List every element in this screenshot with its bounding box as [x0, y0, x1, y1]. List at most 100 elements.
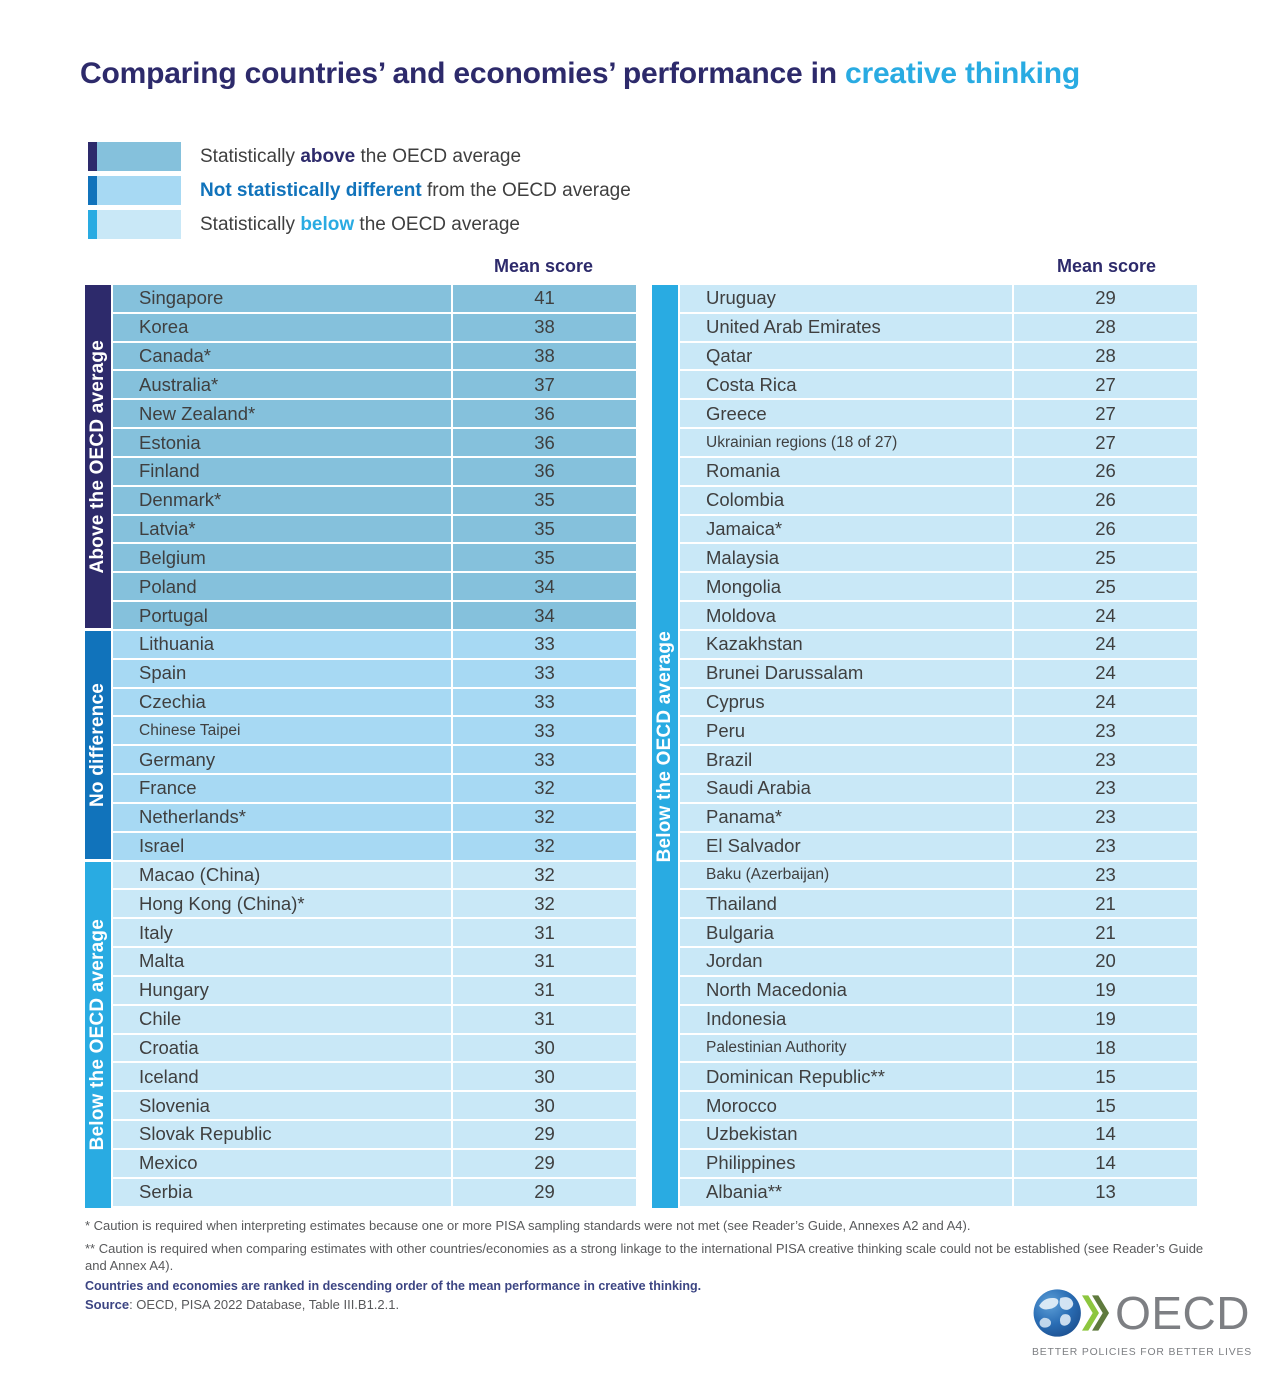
mean-score-value: 36 [453, 457, 636, 485]
mean-score-value: 25 [1014, 573, 1197, 601]
country-name: Saudi Arabia [680, 775, 1012, 802]
country-name: New Zealand* [113, 400, 451, 428]
table-row: Peru 23 [680, 717, 1197, 747]
mean-score-value: 24 [1014, 659, 1197, 687]
mean-score-value: 30 [453, 1063, 636, 1091]
mean-score-value: 32 [453, 775, 636, 802]
country-name: Croatia [113, 1034, 451, 1062]
mean-score-value: 28 [1014, 313, 1197, 341]
country-name: Albania** [680, 1178, 1012, 1206]
country-name: Thailand [680, 890, 1012, 918]
mean-score-value: 35 [453, 515, 636, 543]
mean-score-value: 29 [453, 1178, 636, 1206]
mean-score-value: 20 [1014, 948, 1197, 975]
section-label: Below the OECD average [654, 630, 675, 862]
mean-score-value: 32 [453, 832, 636, 860]
table-row: Ukrainian regions (18 of 27) 27 [680, 429, 1197, 458]
country-name: Italy [113, 919, 451, 947]
country-name: Costa Rica [680, 371, 1012, 399]
source-text: : OECD, PISA 2022 Database, Table III.B1… [129, 1297, 400, 1312]
mean-score-value: 27 [1014, 429, 1197, 456]
table-row: Lithuania 33 [113, 630, 636, 660]
mean-score-value: 26 [1014, 486, 1197, 514]
country-name: Philippines [680, 1149, 1012, 1177]
table-row: Canada* 38 [113, 342, 636, 372]
mean-score-value: 38 [453, 342, 636, 370]
table-section: Above the OECD average Singapore 41 Korea 38… [85, 285, 636, 631]
country-name: Jamaica* [680, 515, 1012, 543]
table-section: No difference Lithuania 33 Spain 33 Czechia 33… [85, 630, 636, 862]
country-name: Portugal [113, 602, 451, 629]
globe-icon [1033, 1289, 1081, 1337]
country-name: Serbia [113, 1178, 451, 1206]
mean-score-value: 36 [453, 400, 636, 428]
source-label: Source [85, 1297, 130, 1312]
mean-score-value: 33 [453, 717, 636, 745]
country-name: Singapore [113, 285, 451, 312]
table-row: Colombia 26 [680, 486, 1197, 516]
country-name: Mexico [113, 1149, 451, 1177]
mean-score-value: 26 [1014, 515, 1197, 543]
mean-score-value: 23 [1014, 861, 1197, 889]
mean-score-value: 33 [453, 688, 636, 716]
mean-score-value: 32 [453, 803, 636, 831]
mean-score-value: 19 [1014, 976, 1197, 1004]
mean-score-value: 18 [1014, 1034, 1197, 1062]
section-label: Below the OECD average [87, 918, 108, 1151]
table-row: Poland 34 [113, 573, 636, 603]
column-header-mean-score-left: Mean score [493, 256, 594, 276]
country-name: Macao (China) [113, 861, 451, 889]
country-name: Slovenia [113, 1092, 451, 1120]
table-row: El Salvador 23 [680, 832, 1197, 862]
country-name: Belgium [113, 544, 451, 572]
legend-label-bold: below [300, 213, 355, 235]
footnote-double-asterisk: ** Caution is required when comparing es… [85, 1241, 1204, 1273]
oecd-tagline: BETTER POLICIES FOR BETTER LIVES [1032, 1347, 1253, 1358]
mean-score-value: 26 [1014, 457, 1197, 485]
table-row: Saudi Arabia 23 [680, 775, 1197, 804]
table-row: New Zealand* 36 [113, 400, 636, 430]
table-row: Indonesia 19 [680, 1005, 1197, 1035]
table-row: Singapore 41 [113, 285, 636, 314]
mean-score-value: 30 [453, 1034, 636, 1062]
country-name: Mongolia [680, 573, 1012, 601]
table-row: Malta 31 [113, 948, 636, 977]
country-name: Hungary [113, 976, 451, 1004]
mean-score-value: 33 [453, 659, 636, 687]
mean-score-value: 41 [453, 285, 636, 312]
mean-score-value: 24 [1014, 630, 1197, 658]
mean-score-value: 32 [453, 890, 636, 918]
table-row: Serbia 29 [113, 1178, 636, 1208]
country-name: Malta [113, 948, 451, 975]
table-row: Mexico 29 [113, 1149, 636, 1179]
legend-tick-above [88, 142, 97, 171]
country-name: Poland [113, 573, 451, 601]
table-section: Below the OECD average Uruguay 29 United Ar… [652, 285, 1197, 1208]
section-rows: Macao (China) 32 Hong Kong (China)* 32 Italy… [113, 861, 636, 1208]
mean-score-value: 38 [453, 313, 636, 341]
table-row: Spain 33 [113, 659, 636, 689]
table-row: Chile 31 [113, 1005, 636, 1035]
table-row: Hungary 31 [113, 976, 636, 1006]
mean-score-value: 31 [453, 976, 636, 1004]
legend-label-above: Statistically above the OECD average [200, 146, 521, 168]
country-name: Slovak Republic [113, 1121, 451, 1148]
mean-score-value: 21 [1014, 919, 1197, 947]
table-row: Slovak Republic 29 [113, 1121, 636, 1150]
table-row: Kazakhstan 24 [680, 630, 1197, 660]
table-row: Israel 32 [113, 832, 636, 862]
table-row: Albania** 13 [680, 1178, 1197, 1208]
country-name: El Salvador [680, 832, 1012, 860]
legend-item-above: Statistically above the OECD average [88, 142, 631, 171]
section-label-bar: Below the OECD average [85, 861, 111, 1208]
section-rows: Lithuania 33 Spain 33 Czechia 33 Chinese Taipe… [113, 630, 636, 862]
country-name: Spain [113, 659, 451, 687]
mean-score-value: 25 [1014, 544, 1197, 572]
country-name: Moldova [680, 602, 1012, 629]
table-row: Dominican Republic** 15 [680, 1063, 1197, 1093]
section-label-bar: Below the OECD average [652, 285, 678, 1208]
mean-score-value: 31 [453, 948, 636, 975]
legend-swatch-above [97, 142, 181, 171]
oecd-logo: OECD BETTER POLICIES FOR BETTER LIVES [1032, 1282, 1253, 1358]
mean-score-value: 33 [453, 630, 636, 658]
